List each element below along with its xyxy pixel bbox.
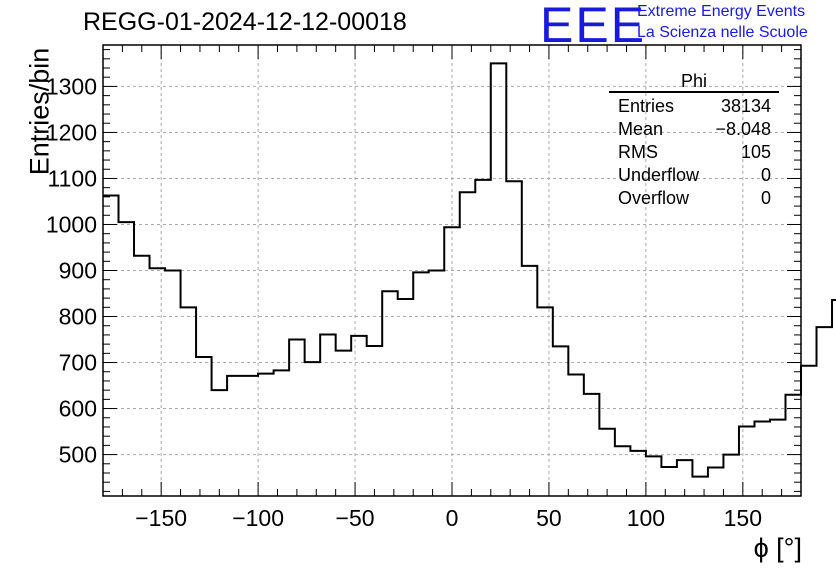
y-tick-label: 900	[59, 258, 97, 284]
stats-value: 0	[760, 188, 771, 208]
histogram-series-line	[103, 62, 836, 478]
y-tick-label: 1200	[46, 119, 97, 145]
y-tick-label: 1100	[48, 165, 97, 191]
x-tick-label: 150	[724, 505, 762, 531]
stats-value: −8.048	[715, 119, 771, 139]
stats-box: Phi Entries 38134 Mean −8.048 RMS 105 Un…	[609, 72, 779, 210]
stats-row-rms: RMS 105	[609, 141, 779, 164]
y-tick-label: 800	[59, 304, 97, 330]
x-tick-label: 100	[627, 505, 665, 531]
y-tick-label: 600	[59, 396, 97, 422]
stats-label: Overflow	[618, 188, 690, 208]
stats-label: Mean	[618, 119, 664, 139]
y-axis-label: Entries/bin	[24, 47, 55, 176]
stats-label: RMS	[618, 142, 658, 162]
stats-label: Entries	[618, 96, 675, 116]
stats-row-entries: Entries 38134	[609, 95, 779, 118]
x-tick-label: −50	[336, 505, 375, 531]
plot-title: REGG-01-2024-12-12-00018	[83, 8, 407, 36]
x-tick-label: −150	[135, 505, 187, 531]
stats-row-underflow: Underflow 0	[609, 164, 779, 187]
y-tick-label: 1300	[46, 73, 97, 99]
x-tick-label: 50	[536, 505, 562, 531]
stats-value: 0	[760, 165, 771, 185]
y-tick-label: 1000	[46, 211, 97, 237]
plot-frame	[102, 44, 802, 497]
stats-row-overflow: Overflow 0	[609, 187, 779, 210]
stats-value: 38134	[720, 96, 771, 116]
x-tick-label: −100	[232, 505, 284, 531]
x-tick-label: 0	[446, 505, 459, 531]
x-axis-label: ϕ [°]	[753, 533, 802, 563]
stats-label: Underflow	[618, 165, 700, 185]
stats-value: 105	[740, 142, 771, 162]
stats-title: Phi	[680, 71, 707, 91]
stats-divider	[609, 91, 779, 93]
eee-logo-line1: Extreme Energy Events	[637, 3, 806, 20]
eee-logo-line2: La Scienza nelle Scuole	[637, 24, 808, 41]
y-tick-label: 700	[59, 350, 97, 376]
y-tick-label: 500	[59, 442, 97, 468]
eee-logo-mark: EEE	[540, 0, 647, 53]
stats-row-mean: Mean −8.048	[609, 118, 779, 141]
